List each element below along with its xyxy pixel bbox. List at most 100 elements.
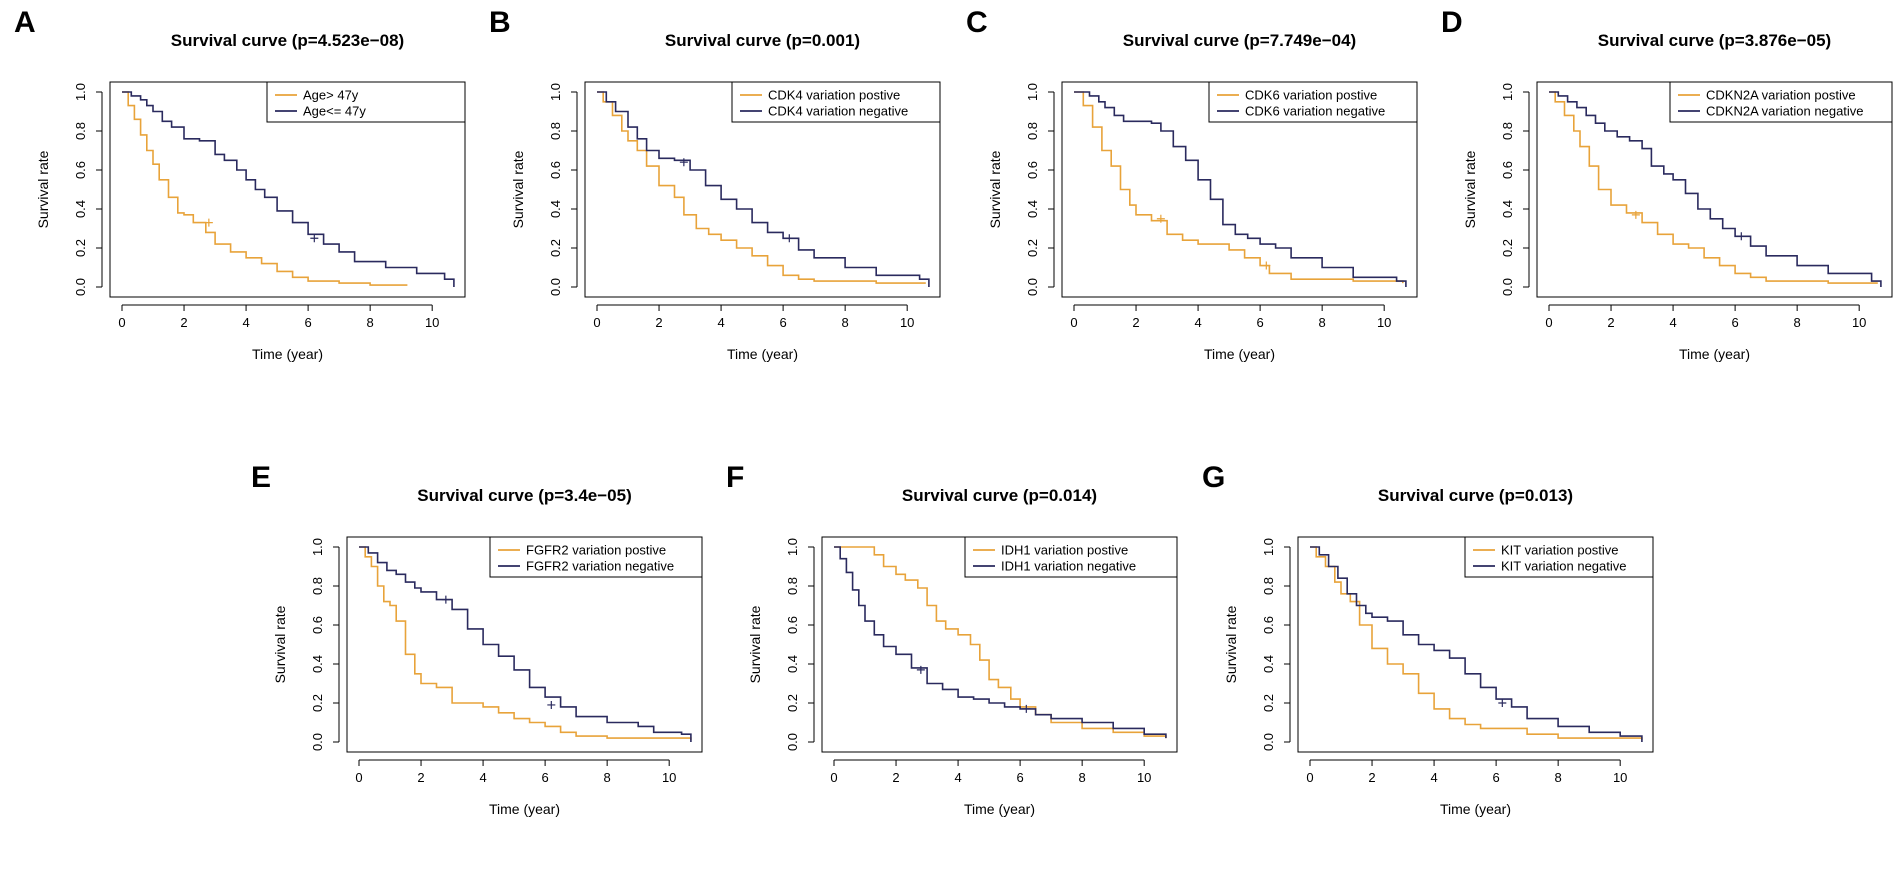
censor-mark xyxy=(679,158,688,167)
y-tick-label: 1.0 xyxy=(548,83,563,101)
x-axis-label: Time (year) xyxy=(489,801,560,817)
y-axis-label: Survival rate xyxy=(35,150,51,228)
y-tick-label: 0.2 xyxy=(1261,694,1276,712)
x-tick-label: 6 xyxy=(1731,315,1738,330)
y-tick-label: 0.6 xyxy=(548,161,563,179)
y-tick-label: 0.4 xyxy=(73,200,88,218)
y-tick-label: 0.6 xyxy=(1261,616,1276,634)
survival-curve xyxy=(834,546,1167,739)
x-tick-label: 2 xyxy=(180,315,187,330)
x-tick-label: 8 xyxy=(1319,315,1326,330)
x-tick-label: 4 xyxy=(242,315,249,330)
plot-title: Survival curve (p=0.014) xyxy=(902,486,1097,505)
legend-label: CDK4 variation postive xyxy=(768,88,900,103)
x-tick-label: 0 xyxy=(355,770,362,785)
x-tick-label: 4 xyxy=(717,315,724,330)
plot-title: Survival curve (p=0.001) xyxy=(665,31,860,50)
y-tick-label: 0.6 xyxy=(73,161,88,179)
y-tick-label: 0.0 xyxy=(1500,278,1515,296)
x-tick-label: 2 xyxy=(1132,315,1139,330)
panel-a: A Survival curve (p=4.523e−08) 0 2 4 6 8 10 Time… xyxy=(14,6,466,362)
x-tick-label: 8 xyxy=(1555,770,1562,785)
censor-mark xyxy=(1156,214,1165,223)
x-tick-label: 2 xyxy=(892,770,899,785)
y-tick-label: 0.4 xyxy=(310,655,325,673)
x-tick-label: 4 xyxy=(1669,315,1676,330)
panel-b: B Survival curve (p=0.001) 0 2 4 6 8 10 Time (ye… xyxy=(489,6,941,362)
x-tick-label: 2 xyxy=(417,770,424,785)
panel-f: F Survival curve (p=0.014) 0 2 4 6 8 10 Time (ye… xyxy=(726,461,1178,817)
y-tick-label: 0.4 xyxy=(1261,655,1276,673)
legend-box xyxy=(1669,81,1893,123)
plot-title: Survival curve (p=3.876e−05) xyxy=(1598,31,1831,50)
x-tick-label: 8 xyxy=(842,315,849,330)
legend-label: FGFR2 variation postive xyxy=(526,543,666,558)
survival-curve xyxy=(1549,91,1882,287)
x-axis-label: Time (year) xyxy=(1679,346,1750,362)
x-tick-label: 10 xyxy=(1613,770,1627,785)
y-tick-label: 0.4 xyxy=(548,200,563,218)
panel-g: G Survival curve (p=0.013) 0 2 4 6 8 10 Time (ye… xyxy=(1202,461,1654,817)
y-axis-label: Survival rate xyxy=(272,605,288,683)
panel-letter: A xyxy=(14,6,36,39)
y-tick-label: 0.0 xyxy=(310,733,325,751)
x-tick-label: 6 xyxy=(1492,770,1499,785)
y-axis: 0.0 0.2 0.4 0.6 0.8 1.0 xyxy=(785,538,815,751)
y-tick-label: 1.0 xyxy=(1025,83,1040,101)
x-axis: 0 2 4 6 8 10 xyxy=(1070,304,1391,330)
x-tick-label: 6 xyxy=(1256,315,1263,330)
x-tick-label: 4 xyxy=(1430,770,1437,785)
y-tick-label: 0.0 xyxy=(785,733,800,751)
y-axis: 0.0 0.2 0.4 0.6 0.8 1.0 xyxy=(548,83,578,296)
survival-curve xyxy=(359,546,692,742)
legend-label: CDK6 variation negative xyxy=(1245,104,1385,119)
censor-mark xyxy=(310,234,319,243)
censor-mark xyxy=(547,700,556,709)
survival-curve xyxy=(1549,91,1878,284)
y-tick-label: 0.0 xyxy=(73,278,88,296)
x-tick-label: 10 xyxy=(662,770,676,785)
legend-box xyxy=(964,536,1178,578)
x-axis: 0 2 4 6 8 10 xyxy=(355,759,676,785)
survival-curve xyxy=(122,91,455,287)
series-positive xyxy=(1549,91,1878,284)
censor-mark xyxy=(1498,699,1507,707)
legend-label: Age<= 47y xyxy=(303,104,366,119)
panel-e: E Survival curve (p=3.4e−05) 0 2 4 6 8 10 Time (… xyxy=(251,461,703,817)
x-axis: 0 2 4 6 8 10 xyxy=(830,759,1151,785)
y-tick-label: 0.6 xyxy=(785,616,800,634)
y-tick-label: 1.0 xyxy=(785,538,800,556)
panel-letter: B xyxy=(489,6,511,39)
y-axis-label: Survival rate xyxy=(510,150,526,228)
series-negative xyxy=(122,91,455,287)
censor-mark xyxy=(441,595,450,604)
x-tick-label: 4 xyxy=(1194,315,1201,330)
y-axis-label: Survival rate xyxy=(1462,150,1478,228)
survival-curve xyxy=(597,91,926,284)
legend-box xyxy=(731,81,941,123)
series-positive xyxy=(597,91,926,284)
x-tick-label: 2 xyxy=(1368,770,1375,785)
y-tick-label: 1.0 xyxy=(1261,538,1276,556)
series-negative xyxy=(597,91,930,287)
y-tick-label: 1.0 xyxy=(310,538,325,556)
y-tick-label: 0.4 xyxy=(1025,200,1040,218)
y-tick-label: 0.2 xyxy=(785,694,800,712)
survival-curve xyxy=(834,546,1167,739)
x-tick-label: 8 xyxy=(367,315,374,330)
y-tick-label: 0.2 xyxy=(310,694,325,712)
legend-label: FGFR2 variation negative xyxy=(526,559,674,574)
x-tick-label: 8 xyxy=(1079,770,1086,785)
survival-curve xyxy=(359,546,692,740)
series-negative xyxy=(359,546,692,742)
y-tick-label: 0.8 xyxy=(1500,122,1515,140)
censor-mark xyxy=(1737,232,1746,241)
panel-letter: G xyxy=(1202,461,1225,494)
series-negative xyxy=(1074,91,1407,287)
series-positive xyxy=(1074,91,1404,284)
series-negative xyxy=(1549,91,1882,287)
legend-box xyxy=(266,81,466,123)
x-tick-label: 10 xyxy=(1852,315,1866,330)
